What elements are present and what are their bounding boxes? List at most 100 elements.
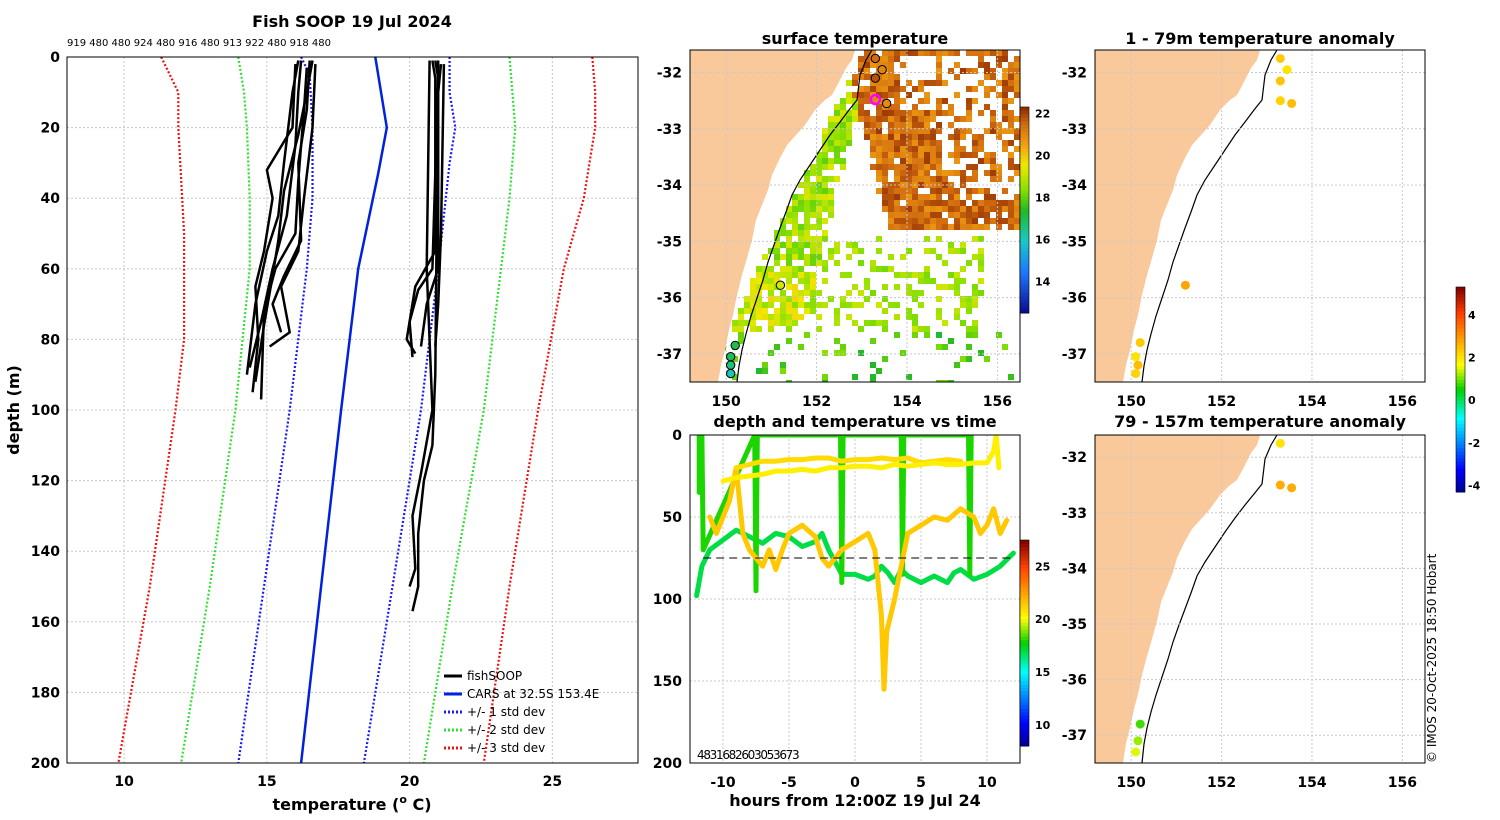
sst-colorbar-band xyxy=(1020,192,1029,197)
sst-cell xyxy=(894,182,900,188)
sst-cell xyxy=(864,68,870,74)
sst-cell xyxy=(804,278,810,284)
sst-cell xyxy=(984,206,990,212)
sst-cell xyxy=(918,122,924,128)
sst-cell xyxy=(900,164,906,170)
sst-cell xyxy=(912,224,918,230)
sst-cell xyxy=(828,116,834,122)
sst-cell xyxy=(1008,86,1014,92)
sst-cell xyxy=(870,362,876,368)
sst-cell xyxy=(828,194,834,200)
sst-cell xyxy=(846,290,852,296)
sst-cell xyxy=(948,188,954,194)
sst-cell xyxy=(816,194,822,200)
sst-cell xyxy=(792,224,798,230)
sst-cell xyxy=(834,338,840,344)
time-colorbar-band xyxy=(1020,691,1029,695)
sst-colorbar-band xyxy=(1020,124,1029,129)
sst-cell xyxy=(1008,80,1014,86)
sst-cell xyxy=(906,134,912,140)
sst-cell xyxy=(978,290,984,296)
sst-cell xyxy=(948,194,954,200)
sst-cell xyxy=(948,68,954,74)
sst-cell xyxy=(906,128,912,134)
sst-cell xyxy=(864,284,870,290)
sst-cell xyxy=(888,80,894,86)
sst-cell xyxy=(936,308,942,314)
anomaly-colorbar-band xyxy=(1456,324,1465,329)
sst-cell xyxy=(804,260,810,266)
anomaly-colorbar-band xyxy=(1456,334,1465,339)
time-colorbar-band xyxy=(1020,649,1029,654)
anomaly-marker xyxy=(1275,96,1285,106)
sst-cell xyxy=(960,218,966,224)
sst-cell xyxy=(852,302,858,308)
sst-cell xyxy=(810,236,816,242)
sst-cell xyxy=(762,302,768,308)
sst-cell xyxy=(906,164,912,170)
sst-cell xyxy=(810,296,816,302)
sst-cell xyxy=(858,326,864,332)
sst-cell xyxy=(816,200,822,206)
sst-cell xyxy=(936,206,942,212)
sst-cell xyxy=(900,140,906,146)
sst-colorbar-band xyxy=(1020,302,1029,307)
sst-cell xyxy=(756,266,762,272)
sst-cell xyxy=(924,92,930,98)
sst-cell xyxy=(918,278,924,284)
sst-cell xyxy=(798,272,804,278)
sst-cell xyxy=(918,110,924,116)
sst-station-marker xyxy=(877,64,887,75)
profile-legend: fishSOOP CARS at 32.5S 153.4E +/- 1 std … xyxy=(444,669,599,755)
sst-cell xyxy=(1008,164,1014,170)
sst-cell xyxy=(960,266,966,272)
sst-cell xyxy=(792,194,798,200)
sst-cell xyxy=(798,206,804,212)
sst-colorbar-tick-label: 20 xyxy=(1035,149,1051,162)
sst-cell xyxy=(984,92,990,98)
sst-cell xyxy=(876,266,882,272)
sst-cell xyxy=(846,80,852,86)
sst-cell xyxy=(840,116,846,122)
sst-cell xyxy=(894,164,900,170)
sst-cell xyxy=(900,116,906,122)
sst-cell xyxy=(954,308,960,314)
time-colorbar-band xyxy=(1020,663,1029,668)
sst-cell xyxy=(732,374,738,380)
sst-cell xyxy=(888,62,894,68)
sst-cell xyxy=(876,302,882,308)
sst-cell xyxy=(810,290,816,296)
time-colorbar-band xyxy=(1020,667,1029,671)
sst-cell xyxy=(936,152,942,158)
sst-cell xyxy=(924,236,930,242)
profile-fish-lines xyxy=(245,60,446,612)
sst-cell xyxy=(936,296,942,302)
sst-cell xyxy=(870,140,876,146)
sst-cell xyxy=(996,200,1002,206)
profile-fish-line xyxy=(405,60,437,355)
sst-cell xyxy=(840,350,846,356)
sst-cell xyxy=(870,134,876,140)
sst-cell xyxy=(888,254,894,260)
sst-cell xyxy=(888,152,894,158)
sst-colorbar-band xyxy=(1020,199,1029,204)
profile-fish-line xyxy=(268,64,317,348)
sst-cell xyxy=(846,134,852,140)
map-ytick-label: -36 xyxy=(1062,291,1087,307)
sst-cell xyxy=(894,50,900,56)
sst-cell xyxy=(786,248,792,254)
sst-cell xyxy=(1002,68,1008,74)
sst-colorbar-band xyxy=(1020,141,1029,146)
sst-cell xyxy=(810,254,816,260)
time-colorbar-band xyxy=(1020,653,1029,658)
anomaly-colorbar: -4 -2 0 2 4 xyxy=(1455,286,1481,493)
sst-cell xyxy=(804,272,810,278)
anom2-grid xyxy=(1095,435,1425,763)
sst-grid xyxy=(690,50,1020,382)
sst-cell xyxy=(900,188,906,194)
time-colorbar-band xyxy=(1020,550,1029,555)
sst-cell xyxy=(960,242,966,248)
anomaly-marker xyxy=(1133,360,1143,370)
sst-cell xyxy=(882,56,888,62)
anomaly-colorbar-band xyxy=(1456,304,1465,308)
